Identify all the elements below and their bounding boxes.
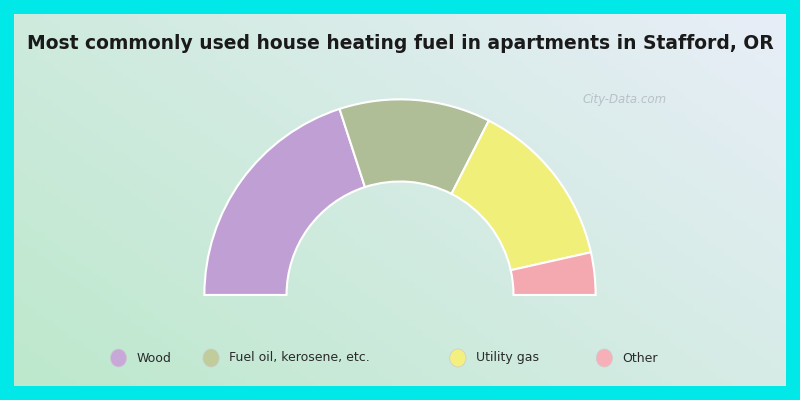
Text: Utility gas: Utility gas <box>475 352 538 364</box>
Wedge shape <box>204 109 365 295</box>
Wedge shape <box>339 99 489 194</box>
Ellipse shape <box>596 349 613 367</box>
Wedge shape <box>451 121 591 270</box>
Text: Most commonly used house heating fuel in apartments in Stafford, OR: Most commonly used house heating fuel in… <box>26 34 774 53</box>
Ellipse shape <box>203 349 219 367</box>
Text: City-Data.com: City-Data.com <box>583 93 667 106</box>
Text: Fuel oil, kerosene, etc.: Fuel oil, kerosene, etc. <box>229 352 370 364</box>
Text: Other: Other <box>622 352 658 364</box>
Text: Wood: Wood <box>136 352 171 364</box>
Wedge shape <box>510 252 596 295</box>
Ellipse shape <box>110 349 126 367</box>
Ellipse shape <box>450 349 466 367</box>
